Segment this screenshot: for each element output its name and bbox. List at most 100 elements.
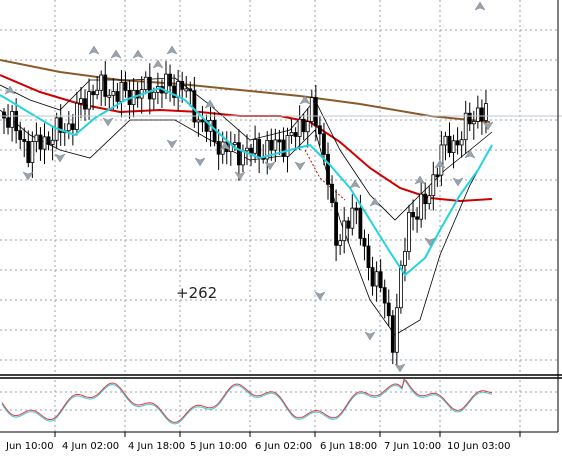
candle-body: [407, 211, 411, 252]
candle-body: [253, 139, 258, 154]
sell-arrow: [204, 99, 216, 109]
fast-ma-path: [0, 86, 493, 277]
candle-body: [305, 121, 310, 133]
profit-label: +262: [176, 284, 217, 302]
buy-arrow: [234, 171, 246, 181]
candle-body: [386, 302, 391, 317]
time-axis-label: 7 Jun 10:00: [384, 441, 441, 452]
candle-body: [411, 211, 415, 218]
candle-body: [168, 73, 172, 87]
candle-body: [431, 174, 436, 197]
candle-body: [200, 119, 205, 123]
candle-body: [14, 111, 19, 132]
time-axis: Jun 10:00 4 Jun 02:00 4 Jun 18:00 5 Jun …: [5, 432, 521, 452]
candle-body: [10, 111, 15, 128]
candle-body: [34, 134, 39, 142]
candle-body: [26, 140, 31, 164]
candle-body: [435, 174, 440, 178]
candle-body: [350, 207, 355, 229]
candle-body: [107, 94, 112, 98]
candle-body: [99, 74, 104, 91]
candle-body: [459, 139, 464, 146]
candle-body: [2, 111, 6, 119]
candle-body: [427, 195, 432, 205]
candle-body: [6, 117, 10, 128]
candle-body: [326, 153, 330, 185]
candle-body: [447, 135, 452, 154]
candle-body: [382, 287, 387, 304]
candle-body: [366, 245, 371, 269]
candle-body: [354, 207, 359, 211]
medium-ma-dashed: [304, 149, 346, 201]
envelope-lower: [0, 109, 493, 336]
candle-body: [289, 132, 294, 136]
sell-arrow: [110, 49, 122, 59]
time-axis-label: 4 Jun 02:00: [62, 441, 119, 452]
candle-body: [317, 125, 322, 135]
candle-body: [439, 144, 444, 176]
sell-arrow: [434, 159, 446, 169]
candle-body: [143, 76, 148, 90]
time-axis-label: 6 Jun 18:00: [320, 441, 377, 452]
candle-body: [277, 139, 282, 143]
candle-body: [91, 91, 95, 96]
sell-arrow: [414, 175, 426, 185]
candle-body: [394, 307, 399, 353]
candle-body: [70, 123, 75, 130]
candle-body: [309, 97, 314, 122]
candle-body: [390, 315, 395, 353]
candle-body: [358, 207, 363, 239]
candle-body: [443, 135, 448, 146]
candle-body: [463, 112, 468, 141]
buy-arrow: [452, 177, 464, 187]
candle-body: [95, 89, 100, 96]
candle-body: [378, 271, 383, 289]
sell-arrow: [349, 179, 361, 189]
candle-body: [322, 133, 326, 155]
time-axis-label: 5 Jun 10:00: [190, 441, 247, 452]
candle-body: [111, 91, 116, 96]
candle-body: [245, 147, 249, 152]
oscillator-lines: [1, 378, 493, 425]
candle-body: [423, 193, 428, 205]
candle-body: [115, 91, 120, 102]
candle-body: [216, 141, 221, 155]
buy-arrow: [194, 157, 206, 167]
candle-body: [415, 216, 420, 220]
candle-body: [123, 81, 128, 91]
candle-body: [398, 264, 403, 309]
candle-body: [403, 251, 407, 266]
sell-arrow: [299, 95, 311, 105]
sell-arrow: [369, 197, 381, 207]
candle-body: [87, 91, 91, 110]
candle-body: [330, 183, 334, 203]
candle-body: [313, 97, 318, 127]
candle-body: [471, 121, 476, 125]
candle-body: [281, 139, 286, 157]
time-axis-label: 10 Jun 03:00: [447, 441, 511, 452]
envelope-upper: [0, 77, 493, 221]
candle-body: [184, 88, 189, 92]
candle-body: [249, 147, 253, 154]
candle-body: [188, 88, 193, 92]
candle-body: [192, 90, 197, 123]
candle-body: [58, 117, 63, 133]
candle-body: [334, 202, 339, 246]
time-axis-label: 4 Jun 18:00: [128, 441, 185, 452]
buy-arrow: [54, 153, 66, 163]
buy-arrow: [394, 363, 406, 373]
candle-body: [475, 107, 480, 122]
candle-body: [374, 271, 379, 287]
candle-body: [338, 240, 343, 246]
candle-body: [236, 142, 241, 166]
candle-body: [66, 123, 71, 132]
candle-body: [196, 119, 201, 123]
candle-body: [147, 76, 152, 100]
candle-body: [42, 136, 47, 150]
buy-arrow: [102, 117, 114, 127]
candle-body: [38, 134, 43, 150]
candle-body: [362, 237, 367, 247]
candle-body: [232, 142, 237, 146]
